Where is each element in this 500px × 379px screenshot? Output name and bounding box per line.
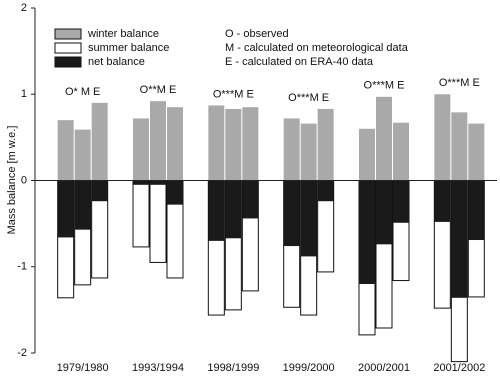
y-tick-label: -2: [17, 347, 27, 359]
group-label: O***M E: [364, 80, 405, 92]
bar-0: [225, 108, 242, 181]
bar-2: [242, 180, 259, 219]
bar-0: [242, 107, 259, 181]
bar-2: [393, 180, 409, 223]
bar-0: [57, 120, 74, 181]
bar-2: [74, 180, 91, 230]
legend-swatch: [54, 42, 82, 54]
bar-0: [167, 107, 183, 181]
bar-2: [300, 180, 317, 257]
group-label: O***M E: [439, 77, 480, 89]
bar-1: [149, 180, 167, 263]
x-tick-label: 2000/2001: [358, 362, 410, 374]
group-label: O***M E: [213, 88, 254, 100]
group-label: O* M E: [65, 86, 100, 98]
bar-2: [225, 180, 242, 239]
bar-0: [208, 105, 225, 181]
bar-2: [167, 180, 183, 205]
note: M - calculated on meteorological data: [225, 42, 409, 54]
bar-0: [393, 122, 409, 181]
y-tick-label: -1: [17, 261, 27, 273]
bar-2: [208, 180, 225, 241]
bar-0: [300, 123, 317, 181]
bar-2: [133, 180, 149, 185]
x-tick-label: 1979/1980: [57, 362, 109, 374]
y-tick-label: 1: [21, 88, 27, 100]
bar-0: [74, 129, 91, 181]
bar-0: [317, 108, 334, 181]
note: E - calculated on ERA-40 data: [225, 56, 374, 68]
legend-label: summer balance: [88, 42, 169, 54]
bar-2: [359, 180, 375, 284]
legend-swatch: [54, 28, 82, 40]
bar-0: [150, 101, 166, 181]
bar-0: [376, 96, 392, 181]
bar-0: [91, 102, 108, 181]
x-tick-label: 2001/2002: [433, 362, 485, 374]
bar-2: [451, 180, 468, 298]
bar-2: [468, 180, 485, 241]
bar-0: [133, 118, 149, 181]
bar-0: [283, 118, 300, 181]
bar-1: [132, 180, 150, 248]
legend-label: winter balance: [87, 28, 159, 40]
bar-2: [317, 180, 334, 202]
legend-swatch: [54, 56, 82, 68]
y-tick-label: 2: [21, 2, 27, 14]
bar-2: [57, 180, 74, 238]
bar-0: [359, 128, 375, 181]
bar-0: [434, 94, 451, 181]
group-label: O**M E: [140, 84, 177, 96]
bar-0: [468, 123, 485, 181]
group-label: O***M E: [288, 92, 329, 104]
bar-2: [150, 180, 166, 185]
bar-2: [376, 180, 392, 245]
y-axis-label: Mass balance [m w.e.]: [6, 126, 18, 235]
y-tick-label: 0: [21, 174, 27, 186]
note: O - observed: [225, 28, 289, 40]
legend-label: net balance: [88, 56, 145, 68]
x-tick-label: 1999/2000: [283, 362, 335, 374]
x-tick-label: 1993/1994: [132, 362, 184, 374]
bar-2: [91, 180, 108, 202]
bar-2: [283, 180, 300, 247]
bar-0: [451, 112, 468, 181]
bar-2: [434, 180, 451, 222]
x-tick-label: 1998/1999: [207, 362, 259, 374]
